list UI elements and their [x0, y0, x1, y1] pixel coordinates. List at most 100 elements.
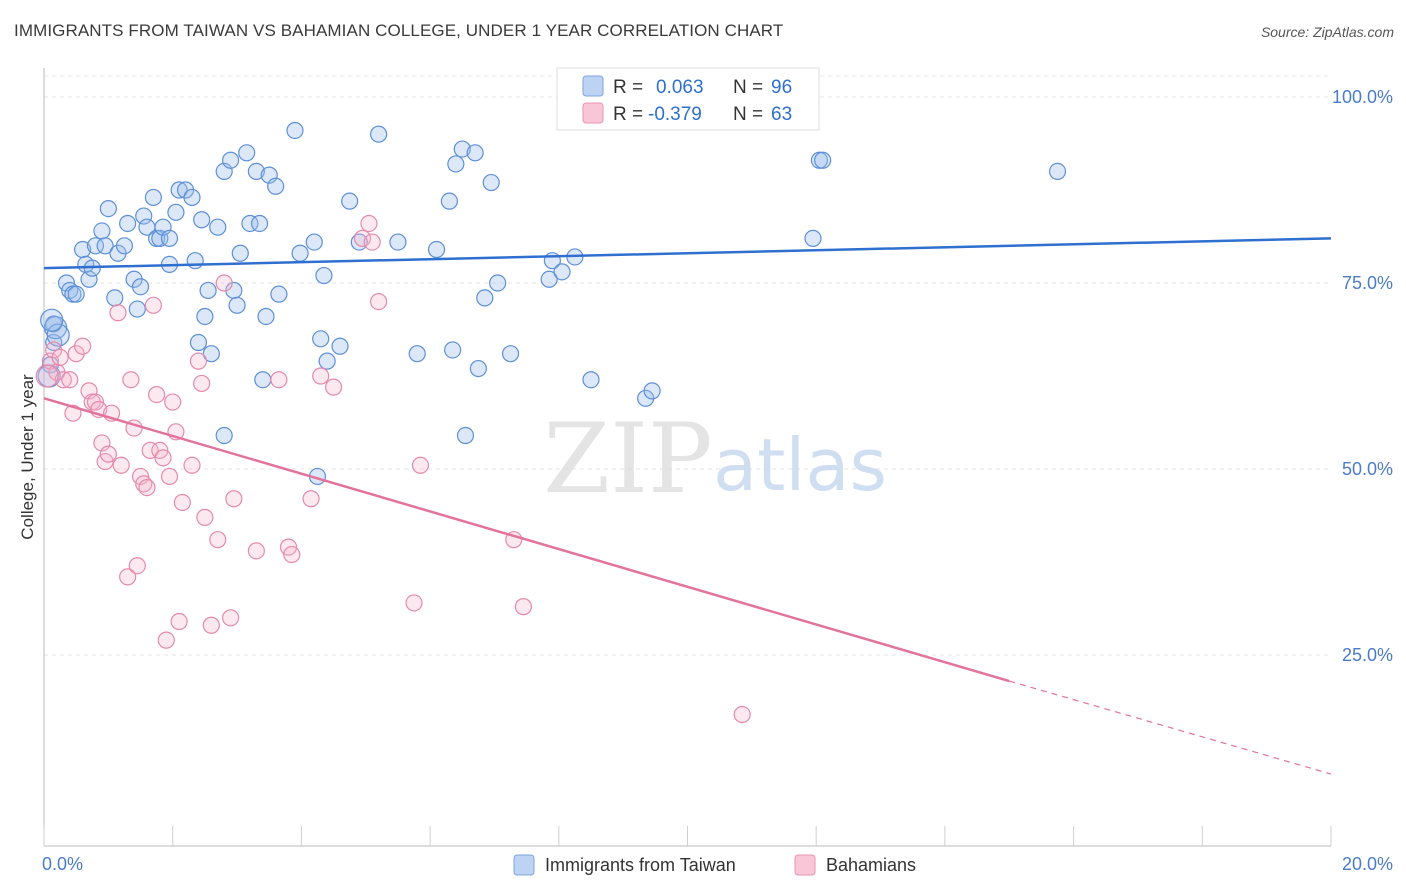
taiwan-point: [553, 263, 571, 281]
bahamians-point: [202, 616, 220, 634]
bahamians-point: [222, 609, 240, 627]
bahamians-point: [225, 490, 243, 508]
legend-r-label-bahamians: R =: [613, 104, 643, 125]
taiwan-point: [46, 323, 70, 347]
watermark-atlas: atlas: [713, 423, 887, 507]
taiwan-point: [291, 244, 309, 262]
trend-line-bahamians: [43, 397, 1010, 683]
taiwan-point: [257, 307, 275, 326]
bahamians-point: [54, 371, 72, 389]
bahamians-point: [370, 293, 388, 311]
legend-swatch-taiwan: [582, 75, 604, 97]
bahamians-point: [144, 296, 162, 314]
bahamians-point: [74, 337, 92, 355]
y-tick-label: 100.0%: [1332, 87, 1393, 107]
taiwan-point: [341, 192, 359, 210]
taiwan-point: [447, 155, 465, 173]
taiwan-point: [215, 426, 233, 445]
taiwan-point: [115, 237, 134, 255]
trend-line-taiwan: [43, 237, 1332, 270]
series-bahamians-points: [35, 214, 751, 724]
trend-lines: [43, 237, 1332, 775]
taiwan-point: [286, 121, 304, 140]
taiwan-point: [482, 173, 500, 192]
taiwan-point: [199, 281, 217, 300]
taiwan-point: [135, 207, 153, 225]
taiwan-point: [167, 203, 185, 221]
taiwan-point: [389, 233, 407, 251]
bahamians-point: [61, 371, 79, 389]
taiwan-point: [170, 181, 188, 199]
taiwan-point: [370, 125, 388, 143]
taiwan-point: [427, 240, 446, 259]
taiwan-point: [312, 330, 330, 348]
bahamians-point: [157, 631, 175, 649]
bahamians-point: [193, 374, 211, 393]
chart-title: IMMIGRANTS FROM TAIWAN VS BAHAMIAN COLLE…: [14, 21, 784, 40]
bahamians-point: [363, 233, 381, 251]
bottom-legend-swatch-bahamians: [794, 854, 816, 876]
taiwan-point: [209, 218, 227, 236]
x-tick-label-min: 0.0%: [42, 854, 83, 874]
bahamians-point: [411, 456, 430, 474]
legend-box: R = 0.063 N = 96 R = -0.379 N = 63: [556, 67, 820, 131]
taiwan-point: [231, 244, 249, 262]
taiwan-point: [456, 426, 475, 445]
taiwan-point: [222, 151, 240, 169]
bahamians-point: [312, 367, 330, 385]
legend-n-value-bahamians: 63: [771, 104, 792, 125]
taiwan-point: [804, 229, 822, 247]
bahamians-point: [99, 445, 117, 463]
taiwan-point: [315, 266, 333, 285]
bahamians-point: [141, 441, 159, 459]
taiwan-point: [305, 233, 323, 251]
legend-n-value-taiwan: 96: [771, 77, 792, 98]
bahamians-point: [324, 378, 343, 396]
bahamians-point: [733, 705, 751, 724]
bahamians-point: [119, 568, 137, 586]
bahamians-point: [215, 274, 233, 292]
legend-r-value-bahamians: -0.379: [648, 104, 702, 125]
taiwan-point: [186, 252, 204, 270]
taiwan-point: [93, 222, 111, 240]
bahamians-point: [405, 594, 423, 612]
taiwan-point: [318, 352, 336, 370]
taiwan-point: [40, 308, 64, 332]
taiwan-point: [476, 289, 494, 307]
taiwan-point: [250, 214, 269, 233]
watermark: ZIP atlas: [543, 403, 887, 515]
y-tick-label: 50.0%: [1342, 459, 1393, 479]
bahamians-point: [514, 598, 533, 616]
source-label: Source: ZipAtlas.com: [1260, 24, 1394, 40]
bahamians-point: [138, 479, 156, 497]
legend-swatch-bahamians: [582, 102, 604, 124]
bahamians-point: [360, 214, 378, 233]
bahamians-point: [160, 467, 179, 486]
x-tick-label-max: 20.0%: [1342, 854, 1393, 874]
taiwan-point: [106, 289, 124, 307]
taiwan-point: [331, 337, 349, 355]
taiwan-point: [453, 140, 471, 158]
taiwan-point: [1048, 162, 1067, 180]
bahamians-point: [51, 348, 69, 366]
taiwan-point: [99, 200, 117, 218]
taiwan-point: [241, 214, 259, 233]
taiwan-point: [193, 211, 211, 229]
taiwan-point: [267, 177, 285, 195]
taiwan-point: [183, 188, 201, 207]
taiwan-point: [270, 285, 288, 303]
taiwan-point: [131, 278, 150, 296]
bahamians-point: [196, 508, 214, 526]
bahamians-point: [112, 456, 130, 474]
taiwan-point: [247, 162, 265, 180]
y-tick-label: 75.0%: [1342, 273, 1393, 293]
bottom-legend: Immigrants from Taiwan Bahamians: [513, 854, 916, 876]
bottom-legend-label-taiwan: Immigrants from Taiwan: [545, 855, 736, 875]
bahamians-point: [35, 364, 59, 388]
legend-n-label-bahamians: N =: [733, 104, 763, 125]
bahamians-point: [148, 386, 166, 404]
taiwan-point: [466, 144, 484, 162]
taiwan-point: [128, 300, 146, 318]
bottom-legend-swatch-taiwan: [513, 854, 535, 876]
